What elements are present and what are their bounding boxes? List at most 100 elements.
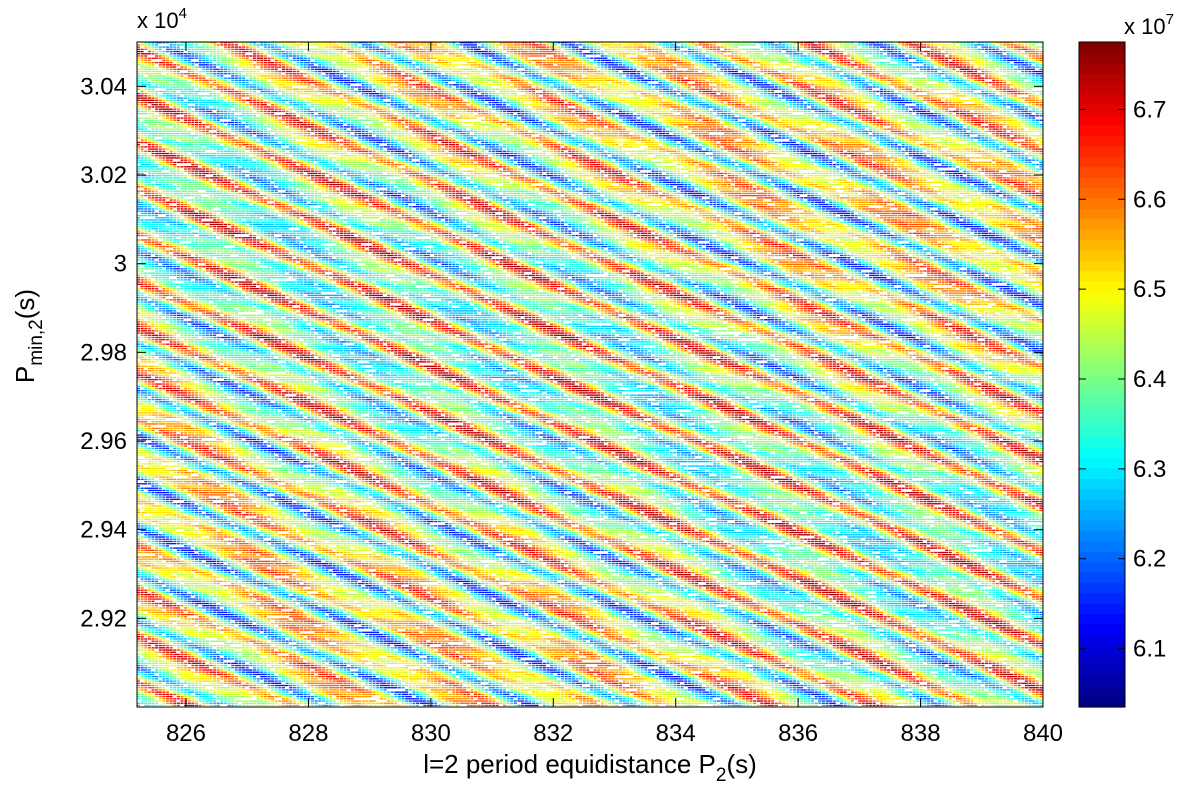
contour-segment [293,49,296,50]
contour-segment [898,73,905,74]
contour-segment [818,55,821,56]
contour-segment [717,84,720,85]
contour-segment [905,62,908,63]
contour-segment [1003,58,1010,59]
contour-segment [188,71,191,72]
contour-segment [782,80,785,81]
contour-segment [800,51,803,52]
contour-segment [1010,58,1013,59]
contour-segment [586,44,589,45]
contour-segment [362,46,365,47]
contour-segment [354,80,357,81]
contour-segment [710,66,713,67]
contour-segment [731,75,734,76]
contour-segment [619,62,622,63]
contour-segment [286,64,289,65]
contour-segment [742,64,745,65]
contour-segment [532,49,535,50]
contour-segment [746,73,749,74]
contour-segment [180,58,183,59]
contour-segment [539,75,542,76]
contour-segment [242,46,245,47]
contour-segment [507,58,510,59]
contour-segment [572,73,575,74]
contour-segment [702,58,705,59]
contour-segment [148,75,166,76]
contour-segment [576,58,579,59]
contour-segment [655,77,658,78]
contour-segment [351,77,354,78]
contour-segment [579,49,586,50]
contour-segment [228,84,231,85]
contour-segment [162,53,165,54]
contour-segment [177,69,184,70]
contour-segment [952,60,955,61]
contour-segment [1010,82,1013,83]
contour-segment [503,73,506,74]
contour-segment [949,58,952,59]
contour-segment [278,62,281,63]
contour-segment [815,73,818,74]
contour-segment [945,49,955,50]
contour-segment [742,62,745,63]
contour-segment [793,73,796,74]
contour-segment [815,62,818,63]
contour-segment [735,80,738,81]
contour-segment [971,58,974,59]
contour-segment [173,58,176,59]
contour-segment [644,71,647,72]
contour-segment [804,62,807,63]
contour-segment [242,77,245,78]
contour-segment [162,60,165,61]
contour-segment [862,77,865,78]
contour-segment [470,58,473,59]
contour-segment [702,66,705,67]
contour-segment [525,49,528,50]
contour-segment [521,60,524,61]
contour-segment [884,73,887,74]
contour-segment [195,84,198,85]
contour-segment [974,77,977,78]
contour-segment [499,66,502,67]
contour-segment [822,77,825,78]
contour-segment [605,51,608,52]
contour-segment [626,60,629,61]
contour-segment [967,55,970,56]
contour-segment [311,62,314,63]
contour-segment [148,82,151,83]
contour-segment [412,51,415,52]
contour-segment [840,82,843,83]
contour-segment [191,53,194,54]
contour-segment [307,86,310,87]
contour-segment [315,73,318,74]
contour-segment [260,62,263,63]
contour-segment [202,75,205,76]
contour-segment [478,80,485,81]
contour-segment [525,55,528,56]
contour-segment [735,49,738,50]
contour-segment [148,49,151,50]
contour-segment [351,62,354,63]
contour-segment [691,80,694,81]
contour-segment [978,58,981,59]
contour-segment [869,73,876,74]
contour-segment [423,80,426,81]
contour-segment [246,58,249,59]
contour-segment [594,84,597,85]
contour-segment [782,82,785,83]
contour-segment [470,66,473,67]
contour-segment [224,46,227,47]
contour-segment [898,84,901,85]
contour-segment [974,71,977,72]
contour-segment [387,64,390,65]
contour-segment [623,64,626,65]
contour-segment [257,71,260,72]
contour-segment [507,51,510,52]
contour-segment [238,80,241,81]
contour-segment [235,44,238,45]
contour-segment [688,77,691,78]
contour-segment [318,58,321,59]
contour-segment [166,84,180,85]
contour-segment [1039,53,1042,54]
contour-segment [1021,60,1024,61]
